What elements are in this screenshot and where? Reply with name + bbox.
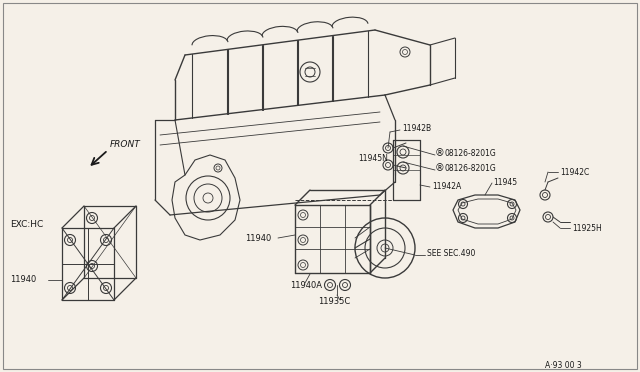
Text: FRONT: FRONT — [110, 140, 141, 148]
Text: SEE SEC.490: SEE SEC.490 — [427, 250, 476, 259]
Text: 08126-8201G: 08126-8201G — [445, 148, 497, 157]
Text: 11945N: 11945N — [358, 154, 388, 163]
Text: 11940: 11940 — [10, 276, 36, 285]
Text: ®: ® — [435, 163, 445, 173]
Text: 11940A: 11940A — [290, 280, 322, 289]
Text: ®: ® — [435, 148, 445, 158]
Text: EXC:HC: EXC:HC — [10, 219, 44, 228]
Text: 11935C: 11935C — [318, 298, 350, 307]
Text: 11942A: 11942A — [432, 182, 461, 190]
Text: A·93 00 3: A·93 00 3 — [545, 360, 582, 369]
Text: 11940: 11940 — [245, 234, 271, 243]
Text: 11925H: 11925H — [572, 224, 602, 232]
Text: 11942C: 11942C — [560, 167, 589, 176]
Text: 08126-8201G: 08126-8201G — [445, 164, 497, 173]
Text: 11942B: 11942B — [402, 124, 431, 132]
Text: 11945: 11945 — [493, 177, 517, 186]
